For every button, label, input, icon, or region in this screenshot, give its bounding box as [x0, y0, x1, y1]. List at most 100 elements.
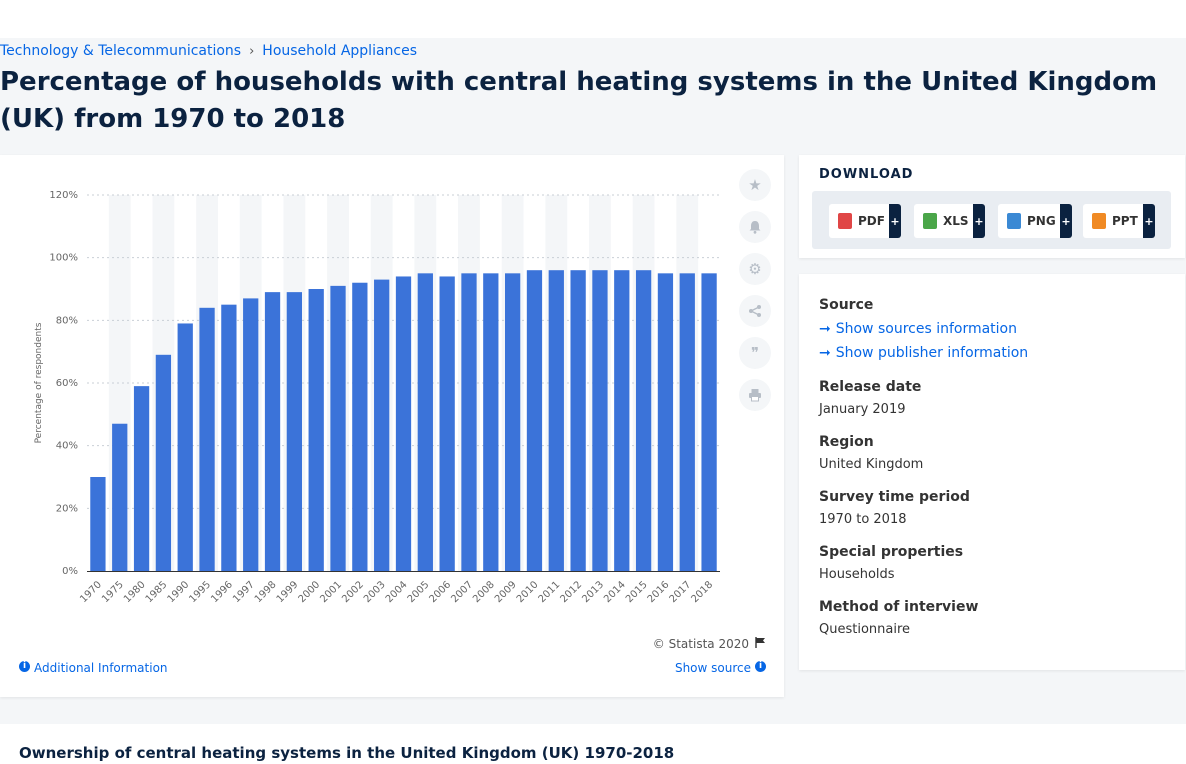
interview-method-label: Method of interview: [819, 599, 979, 615]
bar: [90, 477, 106, 571]
page-title: Percentage of households with central he…: [0, 67, 1158, 134]
bar: [308, 289, 324, 571]
info-icon: i: [755, 661, 766, 672]
breadcrumb-subcategory[interactable]: Household Appliances: [262, 43, 418, 59]
y-tick-label: 100%: [49, 253, 78, 264]
show-publisher-label: Show publisher information: [835, 345, 1029, 361]
x-tick-label: 2005: [406, 579, 432, 605]
x-tick-label: 1999: [275, 579, 301, 605]
show-sources-label: Show sources information: [835, 321, 1017, 337]
bar: [243, 298, 259, 571]
x-tick-label: 1996: [209, 579, 235, 605]
x-tick-label: 2015: [624, 579, 650, 605]
y-tick-label: 80%: [56, 315, 78, 326]
x-tick-label: 2008: [471, 579, 497, 605]
related-statistic-card: Ownership of central heating systems in …: [0, 724, 1186, 764]
pdf-label: PDF: [858, 214, 885, 228]
release-date-value: January 2019: [819, 402, 906, 417]
x-tick-label: 1997: [231, 579, 257, 605]
survey-period-label: Survey time period: [819, 489, 970, 505]
pdf-file-icon: [838, 213, 852, 229]
gear-icon[interactable]: ⚙: [739, 253, 771, 285]
download-bar: PDF + XLS + PNG + PPT +: [812, 191, 1171, 249]
y-tick-label: 0%: [62, 566, 78, 577]
bar: [439, 276, 455, 571]
x-tick-label: 2016: [646, 579, 672, 605]
additional-info-link[interactable]: i Additional Information: [19, 661, 168, 675]
y-tick-label: 120%: [49, 190, 78, 201]
top-bar: [0, 0, 1186, 38]
bar: [701, 273, 717, 571]
x-tick-label: 1975: [100, 579, 126, 605]
info-icon: i: [19, 661, 30, 672]
show-publisher-link[interactable]: ➞ Show publisher information: [819, 345, 1028, 361]
y-tick-label: 20%: [56, 503, 78, 514]
special-properties-value: Households: [819, 567, 895, 582]
x-tick-label: 2004: [384, 579, 410, 605]
x-tick-label: 1970: [78, 579, 104, 605]
bar: [330, 285, 346, 571]
bar: [264, 292, 281, 571]
bar: [461, 273, 477, 571]
xls-file-icon: [923, 213, 937, 229]
print-icon[interactable]: [739, 379, 771, 411]
region-label: Region: [819, 434, 874, 450]
png-label: PNG: [1027, 214, 1056, 228]
bar: [504, 273, 521, 571]
statistic-details-card: Source ➞ Show sources information ➞ Show…: [799, 274, 1185, 670]
quote-icon[interactable]: ❞: [739, 337, 771, 369]
x-tick-label: 2002: [340, 579, 366, 605]
x-tick-label: 2003: [362, 579, 388, 605]
region-value: United Kingdom: [819, 457, 924, 472]
download-ppt-button[interactable]: PPT +: [1083, 204, 1155, 238]
special-properties-label: Special properties: [819, 544, 964, 560]
png-plus[interactable]: +: [1060, 204, 1072, 238]
ppt-file-icon: [1092, 213, 1106, 229]
ppt-plus[interactable]: +: [1143, 204, 1155, 238]
bar: [177, 323, 193, 571]
x-tick-label: 2017: [668, 579, 694, 605]
bar: [221, 304, 237, 571]
breadcrumb: Technology & Telecommunications › Househ…: [0, 43, 417, 59]
x-tick-label: 2009: [493, 579, 519, 605]
bell-icon[interactable]: [739, 211, 771, 243]
download-heading: DOWNLOAD: [819, 167, 914, 182]
share-icon[interactable]: [739, 295, 771, 327]
bar: [374, 279, 390, 571]
pdf-plus[interactable]: +: [889, 204, 901, 238]
x-tick-label: 2012: [558, 579, 584, 605]
breadcrumb-separator: ›: [249, 43, 255, 59]
x-tick-label: 2000: [297, 579, 323, 605]
bar: [352, 282, 368, 571]
download-pdf-button[interactable]: PDF +: [829, 204, 901, 238]
star-icon[interactable]: ★: [739, 169, 771, 201]
show-source-label: Show source: [674, 661, 751, 675]
download-xls-button[interactable]: XLS +: [914, 204, 985, 238]
breadcrumb-category[interactable]: Technology & Telecommunications: [0, 43, 242, 59]
xls-label: XLS: [943, 214, 969, 228]
x-tick-label: 1998: [253, 579, 279, 605]
credit-text: © Statista 2020: [652, 637, 749, 651]
ppt-label: PPT: [1112, 214, 1138, 228]
bar: [286, 292, 303, 571]
additional-info-label: Additional Information: [34, 661, 168, 675]
bar-chart: 0%20%40%60%80%100%120%197019751980198519…: [34, 190, 720, 605]
bar: [483, 273, 499, 571]
y-axis-label: Percentage of respondents: [34, 322, 44, 443]
flag-icon[interactable]: [755, 637, 766, 651]
source-label: Source: [819, 297, 874, 313]
x-tick-label: 1995: [187, 579, 213, 605]
bar: [548, 270, 564, 571]
download-png-button[interactable]: PNG +: [998, 204, 1072, 238]
xls-plus[interactable]: +: [973, 204, 985, 238]
show-sources-link[interactable]: ➞ Show sources information: [819, 321, 1017, 337]
related-statistic-title[interactable]: Ownership of central heating systems in …: [19, 744, 675, 762]
x-tick-label: 2006: [428, 579, 454, 605]
arrow-right-icon: ➞: [819, 321, 831, 337]
x-tick-label: 2014: [602, 579, 628, 605]
bar: [133, 386, 150, 571]
show-source-link[interactable]: Show source i: [675, 661, 766, 675]
png-file-icon: [1007, 213, 1021, 229]
x-tick-label: 2001: [318, 579, 344, 605]
bar: [635, 270, 652, 571]
